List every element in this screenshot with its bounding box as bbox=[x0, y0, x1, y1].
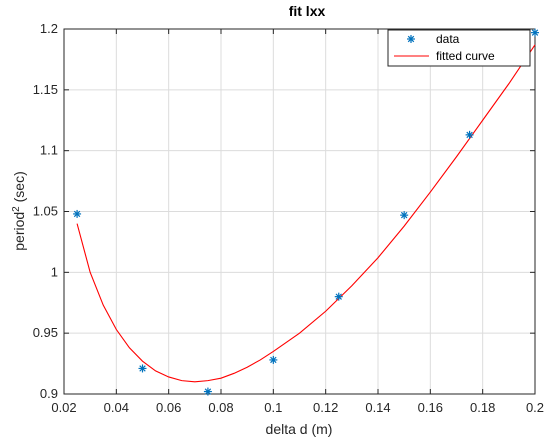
x-tick-label: 0.1 bbox=[264, 400, 282, 415]
chart-title: fit lxx bbox=[289, 3, 326, 19]
legend-fit-label: fitted curve bbox=[436, 49, 495, 63]
grid bbox=[63, 28, 536, 395]
series-layer bbox=[73, 28, 539, 396]
y-tick-label: 0.95 bbox=[33, 325, 58, 340]
x-tick-label: 0.16 bbox=[418, 400, 443, 415]
y-tick-label: 1.05 bbox=[33, 204, 58, 219]
data-point bbox=[73, 209, 82, 218]
y-axis: 0.9 0.95 1 1.05 1.1 1.15 1.2 bbox=[33, 21, 535, 401]
y-axis-label: period2 (sec) bbox=[11, 171, 28, 250]
y-tick-label: 0.9 bbox=[40, 386, 58, 401]
x-axis-label: delta d (m) bbox=[266, 421, 333, 437]
y-axis-label-sup: 2 bbox=[11, 206, 22, 212]
legend: data fitted curve bbox=[387, 29, 531, 67]
x-tick-label: 0.08 bbox=[208, 400, 233, 415]
legend-asterisk bbox=[407, 35, 415, 43]
data-point bbox=[531, 28, 539, 37]
data-point bbox=[269, 355, 278, 364]
legend-data-marker bbox=[407, 35, 415, 43]
x-tick-label: 0.14 bbox=[365, 400, 390, 415]
y-axis-label-rest: (sec) bbox=[11, 171, 27, 206]
x-tick-label: 0.06 bbox=[156, 400, 181, 415]
y-tick-label: 1.2 bbox=[40, 21, 58, 36]
x-tick-label: 0.04 bbox=[104, 400, 129, 415]
x-tick-label: 0.12 bbox=[313, 400, 338, 415]
legend-box bbox=[387, 29, 531, 67]
x-axis: 0.02 0.04 0.06 0.08 0.1 0.12 0.14 0.16 0.18 0.2 bbox=[51, 29, 544, 415]
data-point bbox=[400, 211, 409, 220]
x-tick-label: 0.02 bbox=[51, 400, 76, 415]
x-tick-label: 0.18 bbox=[470, 400, 495, 415]
data-point bbox=[203, 387, 212, 396]
legend-data-label: data bbox=[436, 32, 460, 46]
x-tick-label: 0.2 bbox=[526, 400, 544, 415]
data-point bbox=[138, 364, 147, 373]
y-tick-label: 1.1 bbox=[40, 143, 58, 158]
y-tick-label: 1 bbox=[51, 264, 58, 279]
y-tick-label: 1.15 bbox=[33, 82, 58, 97]
data-point bbox=[334, 292, 343, 301]
y-axis-label-base: period bbox=[11, 212, 27, 251]
fitted-curve-line bbox=[76, 44, 536, 383]
data-point bbox=[465, 130, 474, 139]
